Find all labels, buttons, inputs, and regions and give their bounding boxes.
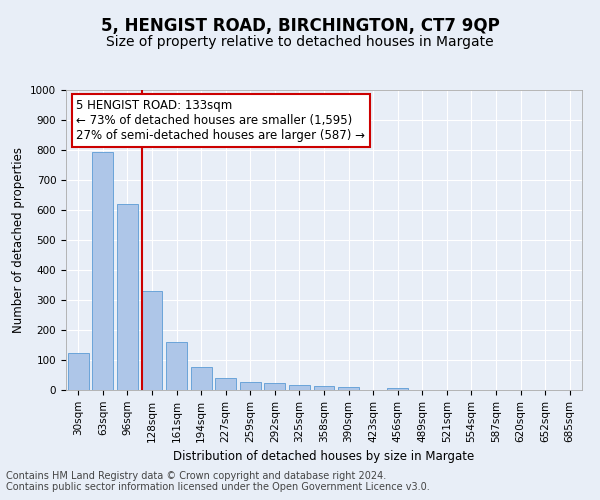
Text: Size of property relative to detached houses in Margate: Size of property relative to detached ho… [106,35,494,49]
Text: 5 HENGIST ROAD: 133sqm
← 73% of detached houses are smaller (1,595)
27% of semi-: 5 HENGIST ROAD: 133sqm ← 73% of detached… [76,99,365,142]
Bar [240,382,261,390]
Bar [314,386,334,390]
X-axis label: Distribution of detached houses by size in Margate: Distribution of detached houses by size … [173,450,475,463]
Bar [338,387,359,390]
Text: Contains HM Land Registry data © Crown copyright and database right 2024.
Contai: Contains HM Land Registry data © Crown c… [6,471,430,492]
Bar [142,291,163,390]
Bar [387,388,408,390]
Text: 5, HENGIST ROAD, BIRCHINGTON, CT7 9QP: 5, HENGIST ROAD, BIRCHINGTON, CT7 9QP [101,18,499,36]
Bar [191,366,212,390]
Bar [215,378,236,390]
Bar [92,152,113,390]
Bar [68,352,89,390]
Bar [117,204,138,390]
Bar [289,384,310,390]
Bar [265,382,286,390]
Bar [166,342,187,390]
Y-axis label: Number of detached properties: Number of detached properties [11,147,25,333]
